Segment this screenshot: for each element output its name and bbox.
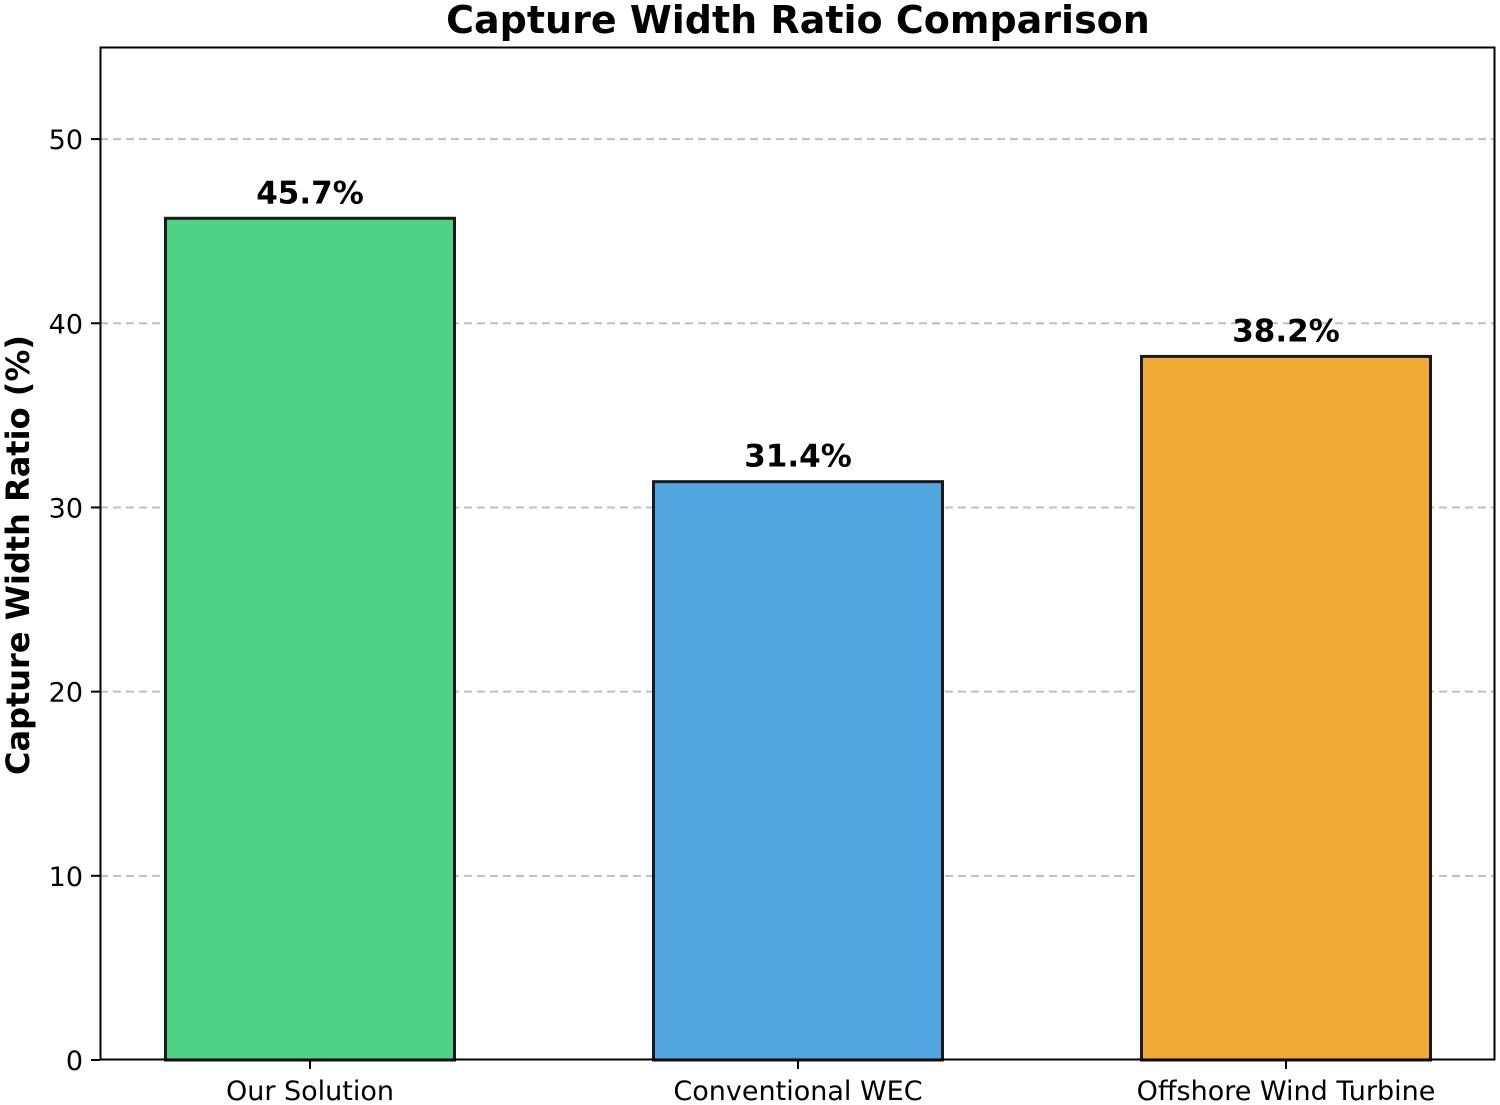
y-tick-label: 40	[49, 309, 83, 340]
x-axis: Our Solution Conventional WEC Offshore Win…	[226, 1060, 1435, 1105]
data-labels: 45.7% 31.4% 38.2%	[256, 175, 1340, 474]
bars	[164, 216, 1432, 1062]
bar	[652, 480, 944, 1062]
data-label: 45.7%	[256, 175, 364, 211]
x-tick-label: Offshore Wind Turbine	[1137, 1076, 1436, 1105]
data-label: 38.2%	[1232, 313, 1340, 349]
chart-title: Capture Width Ratio Comparison	[446, 0, 1150, 42]
bar	[1140, 354, 1432, 1062]
y-axis-label: Capture Width Ratio (%)	[0, 335, 37, 775]
data-label: 31.4%	[744, 439, 852, 475]
y-tick-label: 20	[49, 678, 83, 709]
x-tick-label: Our Solution	[226, 1076, 394, 1105]
y-axis: 0 10 20 30 40 50	[49, 125, 100, 1077]
plot-frame	[99, 46, 1496, 1061]
bar	[164, 216, 456, 1062]
y-tick-label: 0	[66, 1046, 83, 1077]
y-tick-label: 50	[49, 125, 83, 156]
x-tick-label: Conventional WEC	[673, 1076, 922, 1105]
y-tick-label: 30	[49, 493, 83, 524]
y-tick-label: 10	[49, 862, 83, 893]
